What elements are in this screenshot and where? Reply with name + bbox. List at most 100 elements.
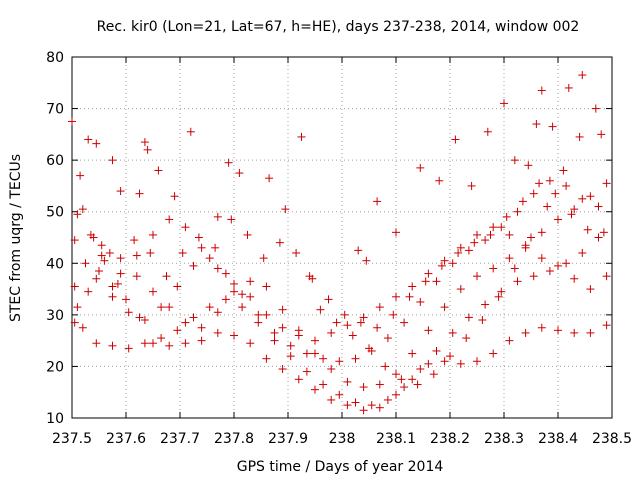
data-point	[548, 122, 557, 131]
data-point	[197, 336, 206, 345]
data-point	[92, 274, 101, 283]
data-point	[340, 310, 349, 319]
x-axis-label: GPS time / Days of year 2014	[237, 459, 444, 475]
data-point	[238, 303, 247, 312]
data-point	[543, 202, 552, 211]
data-point	[594, 233, 603, 242]
x-tick-label: 238.4	[538, 431, 578, 447]
data-point	[570, 274, 579, 283]
data-point	[375, 303, 384, 312]
data-point	[135, 313, 144, 322]
data-point	[297, 132, 306, 141]
data-point	[373, 323, 382, 332]
data-point	[319, 354, 328, 363]
data-point	[327, 328, 336, 337]
data-point	[416, 163, 425, 172]
data-point	[545, 267, 554, 276]
data-point	[246, 339, 255, 348]
data-point	[135, 189, 144, 198]
data-point	[335, 390, 344, 399]
data-point	[327, 365, 336, 374]
data-point	[86, 230, 95, 239]
data-point	[178, 248, 187, 257]
data-point	[70, 282, 79, 291]
data-point	[278, 323, 287, 332]
data-point	[494, 292, 503, 301]
x-tick-label: 238.3	[484, 431, 524, 447]
data-point	[143, 145, 152, 154]
data-point	[108, 292, 117, 301]
x-tick-label: 238.2	[430, 431, 470, 447]
data-point	[586, 285, 595, 294]
data-point	[362, 256, 371, 265]
x-tick-label: 238	[329, 431, 356, 447]
data-point	[262, 354, 271, 363]
y-tick-label: 80	[46, 50, 64, 66]
data-point	[424, 326, 433, 335]
data-point	[440, 256, 449, 265]
x-tick-label: 237.6	[106, 431, 146, 447]
data-point	[513, 207, 522, 216]
data-point	[554, 261, 562, 270]
data-point	[421, 277, 430, 286]
data-point	[489, 349, 498, 358]
data-point	[213, 264, 222, 273]
data-point	[367, 401, 376, 410]
data-point	[497, 223, 506, 232]
data-point	[294, 375, 303, 384]
data-point	[205, 254, 214, 263]
data-point	[78, 323, 87, 332]
data-point	[254, 318, 263, 327]
data-point	[84, 287, 93, 296]
data-point	[116, 254, 125, 263]
data-point	[281, 205, 290, 214]
data-point	[586, 192, 595, 201]
data-point	[262, 282, 271, 291]
data-point	[265, 174, 274, 183]
data-point	[157, 303, 166, 312]
data-point	[173, 326, 182, 335]
data-point	[521, 243, 530, 252]
data-point	[545, 176, 554, 185]
data-point	[570, 328, 579, 337]
y-tick-label: 20	[46, 359, 64, 375]
data-point	[343, 321, 352, 330]
data-point	[213, 328, 222, 337]
data-point	[462, 334, 471, 343]
data-point	[429, 370, 438, 379]
data-point	[505, 254, 514, 263]
data-point	[243, 230, 252, 239]
data-point	[578, 248, 587, 257]
data-point	[70, 236, 79, 245]
data-point	[278, 365, 287, 374]
data-point	[140, 138, 149, 147]
data-point	[440, 357, 449, 366]
data-point	[343, 377, 352, 386]
data-point	[481, 300, 490, 309]
data-point	[68, 117, 76, 126]
data-point	[154, 166, 163, 175]
data-point	[510, 156, 519, 165]
data-point	[270, 336, 279, 345]
data-point	[594, 202, 603, 211]
data-point	[586, 328, 595, 337]
y-tick-label: 10	[46, 411, 64, 427]
data-point	[140, 339, 149, 348]
data-point	[311, 385, 319, 394]
data-point	[510, 264, 519, 273]
data-point	[583, 225, 592, 234]
data-point	[473, 230, 481, 239]
data-point	[194, 233, 203, 242]
chart-title: Rec. kir0 (Lon=21, Lat=67, h=HE), days 2…	[97, 19, 580, 35]
data-point	[211, 243, 220, 252]
data-point	[464, 246, 473, 255]
data-point	[535, 179, 544, 188]
data-point	[335, 357, 344, 366]
data-point	[351, 398, 360, 407]
data-point	[124, 308, 133, 317]
data-point	[602, 272, 611, 281]
x-tick-label: 237.7	[160, 431, 200, 447]
data-point	[73, 303, 82, 312]
data-point	[392, 370, 400, 379]
data-point	[343, 401, 352, 410]
